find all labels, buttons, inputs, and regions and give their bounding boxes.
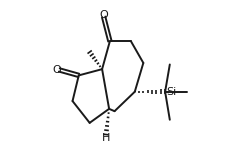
Text: O: O bbox=[52, 65, 61, 75]
Text: O: O bbox=[99, 10, 108, 20]
Text: Si: Si bbox=[167, 87, 177, 97]
Text: H: H bbox=[102, 133, 110, 143]
